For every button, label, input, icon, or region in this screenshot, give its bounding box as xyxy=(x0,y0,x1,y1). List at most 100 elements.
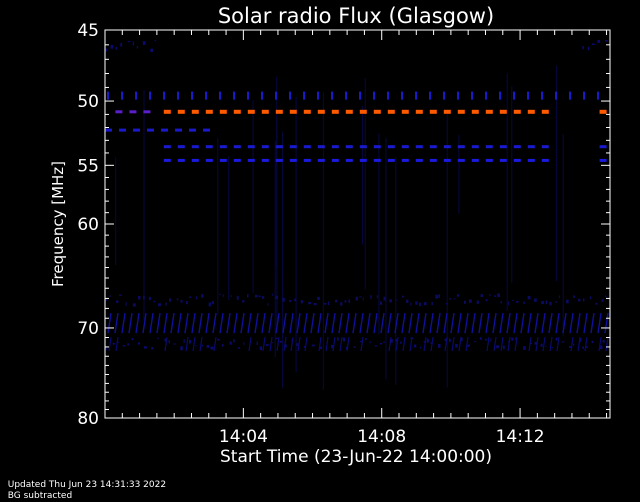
band-dash xyxy=(599,158,607,162)
band-stroke xyxy=(492,312,497,334)
band-dash xyxy=(471,145,479,149)
band-dash xyxy=(429,158,437,162)
band-stroke xyxy=(394,312,399,334)
band-speckle xyxy=(206,345,210,348)
band-speckle xyxy=(313,303,317,306)
heatmap-band xyxy=(599,158,607,162)
heatmap-band xyxy=(107,91,599,100)
band-stroke xyxy=(507,337,511,352)
band-stroke xyxy=(191,312,196,334)
band-speckle xyxy=(116,341,119,343)
band-tick xyxy=(219,91,221,100)
band-speckle xyxy=(516,301,519,303)
band-dash xyxy=(345,158,353,162)
band-speckle xyxy=(435,294,439,299)
band-dash xyxy=(233,145,241,149)
band-speckle xyxy=(115,46,118,50)
band-speckle xyxy=(127,40,131,43)
band-dash xyxy=(331,145,339,149)
band-speckle xyxy=(180,346,183,351)
band-speckle xyxy=(438,294,441,298)
band-stroke xyxy=(527,312,532,334)
band-dash xyxy=(345,109,353,114)
band-speckle xyxy=(418,302,421,307)
band-speckle xyxy=(402,295,405,298)
band-speckle xyxy=(400,341,402,344)
band-dash xyxy=(289,145,297,149)
band-speckle xyxy=(340,302,343,306)
band-speckle xyxy=(383,296,386,301)
band-speckle xyxy=(582,298,585,302)
band-speckle xyxy=(605,40,608,42)
band-tick xyxy=(443,91,445,100)
band-dash xyxy=(359,109,367,114)
bg-subtracted-note: BG subtracted xyxy=(7,491,73,501)
band-speckle xyxy=(490,338,492,342)
band-stroke xyxy=(387,312,392,334)
band-speckle xyxy=(284,344,287,348)
band-stroke xyxy=(114,312,119,334)
band-speckle xyxy=(479,337,482,340)
band-stroke xyxy=(556,337,560,352)
band-speckle xyxy=(110,44,113,49)
band-dash xyxy=(443,109,451,114)
band-speckle xyxy=(456,294,460,297)
streak xyxy=(217,138,219,315)
band-speckle xyxy=(423,340,426,343)
band-speckle xyxy=(476,300,479,304)
band-speckle xyxy=(374,345,378,347)
band-dash xyxy=(443,145,451,149)
band-stroke xyxy=(534,312,539,334)
band-speckle xyxy=(404,337,406,341)
streak xyxy=(506,73,508,311)
band-stroke xyxy=(185,337,189,352)
band-speckle xyxy=(413,344,417,348)
y-tick-label: 50 xyxy=(77,92,99,112)
heatmap-band xyxy=(163,158,549,162)
band-tick xyxy=(107,91,109,100)
band-speckle xyxy=(127,343,130,346)
band-speckle xyxy=(344,300,347,303)
band-speckle xyxy=(173,343,176,345)
band-speckle xyxy=(211,301,214,305)
band-dash xyxy=(191,158,199,162)
band-speckle xyxy=(112,343,115,345)
band-speckle xyxy=(208,302,211,307)
band-stroke xyxy=(549,337,553,352)
band-stroke xyxy=(478,312,483,334)
band-speckle xyxy=(157,337,159,339)
band-tick xyxy=(303,91,305,100)
band-speckle xyxy=(497,293,500,297)
band-speckle xyxy=(369,341,371,344)
band-speckle xyxy=(247,294,249,298)
band-dash xyxy=(415,158,423,162)
band-stroke xyxy=(184,312,189,334)
band-dash xyxy=(261,158,269,162)
band-stroke xyxy=(332,337,336,352)
band-stroke xyxy=(254,312,259,334)
band-dash xyxy=(331,158,339,162)
band-speckle xyxy=(243,342,245,345)
band-stroke xyxy=(450,312,455,334)
band-dash xyxy=(303,158,311,162)
band-speckle xyxy=(311,344,315,347)
band-speckle xyxy=(595,302,598,305)
band-stroke xyxy=(276,337,280,352)
band-stroke xyxy=(500,337,504,352)
band-stroke xyxy=(149,312,154,334)
band-tick xyxy=(471,91,473,100)
band-stroke xyxy=(415,312,420,334)
band-dash xyxy=(373,109,381,114)
band-tick xyxy=(289,91,291,100)
band-tick xyxy=(121,91,123,100)
band-speckle xyxy=(254,294,258,298)
band-tick xyxy=(275,91,277,100)
band-speckle xyxy=(258,295,261,297)
band-stroke xyxy=(338,312,343,334)
band-stroke xyxy=(212,312,217,334)
band-speckle xyxy=(445,303,448,305)
band-stroke xyxy=(247,312,252,334)
band-speckle xyxy=(430,342,433,344)
band-stroke xyxy=(318,337,322,352)
band-speckle xyxy=(523,346,526,350)
